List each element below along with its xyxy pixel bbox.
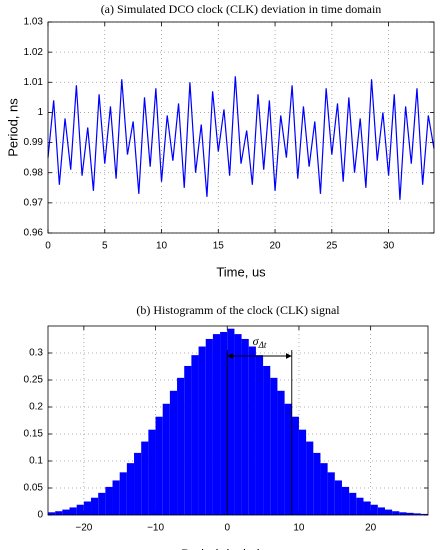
histogram-bar xyxy=(277,390,285,515)
chart-title: (a) Simulated DCO clock (CLK) deviation … xyxy=(101,2,382,16)
histogram-bar xyxy=(148,429,156,515)
histogram-bar xyxy=(291,416,299,515)
x-tick-label: 10 xyxy=(156,241,168,252)
histogram-bar xyxy=(134,452,142,515)
histogram-bar xyxy=(234,334,242,515)
histogram-bar xyxy=(377,507,385,515)
x-axis-title: Period deviation, ps xyxy=(181,546,296,550)
histogram-bar xyxy=(306,441,314,515)
histogram-bar xyxy=(349,492,357,515)
histogram-bar xyxy=(177,377,185,515)
histogram-bar xyxy=(298,429,307,515)
histogram-bar xyxy=(227,328,235,515)
histogram-bar xyxy=(141,441,149,515)
histogram-bar xyxy=(62,509,70,515)
histogram-bar xyxy=(248,346,256,515)
x-tick-label: 0 xyxy=(224,523,230,534)
histogram-bar xyxy=(126,463,135,515)
y-tick-label: 1.01 xyxy=(24,77,44,88)
histogram-bar xyxy=(327,472,335,515)
histogram-bar xyxy=(48,512,56,515)
histogram-bar xyxy=(155,416,163,515)
x-tick-label: 5 xyxy=(102,241,108,252)
histogram-bar xyxy=(334,480,342,515)
histogram-bar xyxy=(220,331,228,515)
y-tick-label: 0.3 xyxy=(29,348,43,359)
histogram-bar xyxy=(313,452,321,515)
histogram-bar xyxy=(105,486,113,515)
histogram-bar xyxy=(191,355,199,515)
histogram-bar xyxy=(413,513,421,515)
histogram-bar xyxy=(406,512,414,515)
histogram-bar xyxy=(98,492,106,515)
x-axis-title: Time, us xyxy=(216,264,266,279)
y-tick-label: 0.2 xyxy=(29,402,43,413)
histogram-bar xyxy=(392,511,400,515)
sigma-label: σΔt xyxy=(253,334,267,350)
sigma-symbol: σ xyxy=(253,334,260,348)
y-axis-title: Period, ns xyxy=(5,98,20,157)
y-tick-label: 0.15 xyxy=(24,429,44,440)
histogram-bar xyxy=(119,472,127,515)
histogram-bar xyxy=(420,513,428,515)
sigma-subscript: Δt xyxy=(258,340,267,350)
x-tick-label: 25 xyxy=(326,241,338,252)
histogram-bar xyxy=(399,512,407,515)
plot-frame xyxy=(47,325,429,516)
histogram-bar xyxy=(55,511,63,515)
data-line xyxy=(47,76,435,200)
x-tick-label: 30 xyxy=(383,241,395,252)
x-tick-label: −20 xyxy=(75,523,92,534)
histogram-bar xyxy=(162,403,170,515)
histogram-bar xyxy=(205,338,213,515)
histogram-bar xyxy=(356,497,364,515)
y-tick-label: 0.1 xyxy=(29,456,43,467)
y-tick-label: 1.03 xyxy=(24,17,44,28)
y-tick-label: 0.98 xyxy=(24,167,44,178)
histogram-bar xyxy=(69,507,77,515)
y-tick-label: 0.96 xyxy=(24,228,44,239)
histogram-bar xyxy=(263,365,271,515)
histogram-bar xyxy=(255,355,264,515)
histogram-bar xyxy=(363,501,371,515)
y-tick-label: 1.02 xyxy=(24,47,44,58)
histogram-bar xyxy=(341,486,350,515)
histogram-bar xyxy=(91,497,99,515)
histogram-bar xyxy=(198,346,206,515)
histogram-bar xyxy=(169,390,178,515)
histogram-bar xyxy=(370,504,378,515)
histogram-bar xyxy=(83,501,92,515)
x-tick-label: 10 xyxy=(293,523,305,534)
histogram-bar xyxy=(270,377,278,515)
y-tick-label: 0.25 xyxy=(24,375,44,386)
histogram-bar xyxy=(241,338,249,515)
histogram-bar xyxy=(384,509,393,515)
histogram-bar xyxy=(76,504,84,515)
plot-frame xyxy=(47,21,435,234)
y-tick-label: 1 xyxy=(37,107,43,118)
histogram-bar xyxy=(284,403,292,515)
histogram-bar xyxy=(184,365,192,515)
x-tick-label: −10 xyxy=(147,523,164,534)
x-tick-label: 20 xyxy=(365,523,377,534)
y-tick-label: 0 xyxy=(37,510,43,521)
chart-title: (b) Histogramm of the clock (CLK) signal xyxy=(136,303,340,317)
x-tick-label: 15 xyxy=(213,241,225,252)
y-tick-label: 0.97 xyxy=(24,197,44,208)
y-tick-label: 0.05 xyxy=(24,483,44,494)
histogram-bar xyxy=(212,334,221,515)
y-tick-label: 0.99 xyxy=(24,137,44,148)
x-tick-label: 20 xyxy=(269,241,281,252)
histogram-bar xyxy=(112,480,120,515)
x-tick-label: 0 xyxy=(45,241,51,252)
histogram-bar xyxy=(320,463,328,515)
